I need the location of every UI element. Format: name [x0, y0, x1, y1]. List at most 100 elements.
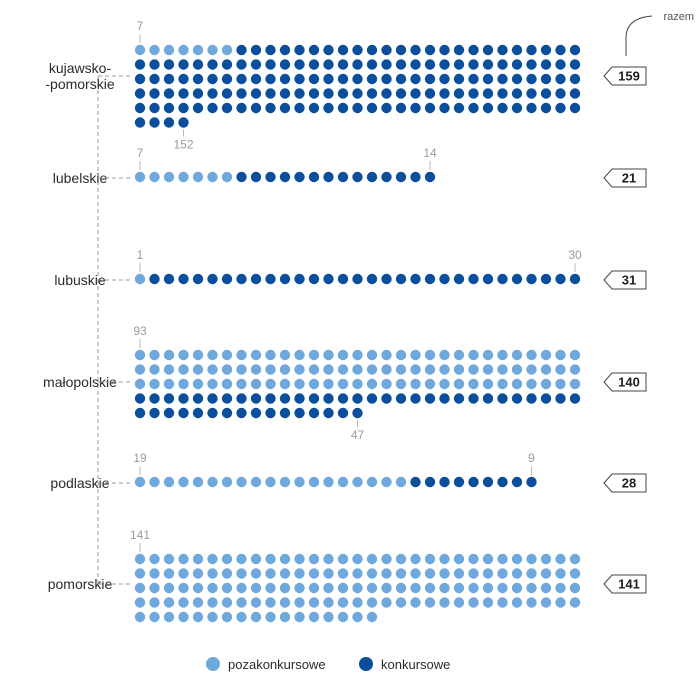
- dot-konkursowe: [279, 102, 291, 114]
- dot-pozakonkursowe: [439, 568, 450, 579]
- dot-konkursowe: [337, 102, 349, 114]
- dot-pozakonkursowe: [352, 582, 363, 594]
- dot-pozakonkursowe: [149, 44, 160, 56]
- dot-konkursowe: [265, 102, 276, 114]
- dot-konkursowe: [294, 88, 305, 99]
- total-value: 21: [622, 171, 636, 186]
- dot-konkursowe: [540, 44, 552, 56]
- dot-pozakonkursowe: [149, 553, 160, 565]
- dot-pozakonkursowe: [178, 171, 189, 183]
- dot-pozakonkursowe: [337, 568, 349, 579]
- dot-konkursowe: [265, 171, 276, 183]
- dot-konkursowe: [511, 73, 523, 85]
- dot-pozakonkursowe: [250, 568, 262, 579]
- dot-pozakonkursowe: [482, 597, 494, 608]
- dot-konkursowe: [308, 273, 320, 285]
- dot-pozakonkursowe: [294, 568, 305, 579]
- dot-pozakonkursowe: [468, 364, 479, 375]
- dot-konkursowe: [352, 44, 363, 56]
- dot-pozakonkursowe: [265, 582, 276, 594]
- dot-pozakonkursowe: [134, 476, 146, 488]
- dot-konkursowe: [163, 88, 175, 99]
- dot-konkursowe: [221, 273, 233, 285]
- dot-pozakonkursowe: [526, 597, 537, 608]
- dot-pozakonkursowe: [337, 476, 349, 488]
- dot-pozakonkursowe: [352, 349, 363, 361]
- dot-konkursowe: [410, 44, 421, 56]
- dot-pozakonkursowe: [134, 349, 146, 361]
- dot-konkursowe: [149, 102, 160, 114]
- dot-pozakonkursowe: [294, 553, 305, 565]
- dot-pozakonkursowe: [149, 364, 160, 375]
- dot-pozakonkursowe: [134, 553, 146, 565]
- dot-pozakonkursowe: [540, 378, 552, 390]
- count-label-last: 14: [423, 146, 437, 160]
- dot-pozakonkursowe: [308, 364, 320, 375]
- dot-pozakonkursowe: [294, 364, 305, 375]
- dot-pozakonkursowe: [366, 568, 378, 579]
- dot-pozakonkursowe: [265, 378, 276, 390]
- dot-konkursowe: [511, 476, 523, 488]
- dot-pozakonkursowe: [439, 349, 450, 361]
- dot-konkursowe: [221, 102, 233, 114]
- dot-konkursowe: [265, 44, 276, 56]
- dot-pozakonkursowe: [221, 553, 233, 565]
- dot-pozakonkursowe: [526, 553, 537, 565]
- dot-pozakonkursowe: [207, 611, 218, 623]
- region-label: podlaskie: [50, 475, 109, 491]
- dot-pozakonkursowe: [178, 597, 189, 608]
- dot-konkursowe: [395, 171, 407, 183]
- count-label-first: 93: [133, 324, 147, 338]
- dot-pozakonkursowe: [279, 611, 291, 623]
- dot-konkursowe: [250, 273, 262, 285]
- dot-konkursowe: [511, 273, 523, 285]
- dot-konkursowe: [221, 407, 233, 419]
- dot-pozakonkursowe: [439, 378, 450, 390]
- dot-konkursowe: [149, 73, 160, 85]
- dot-pozakonkursowe: [207, 171, 218, 183]
- dot-konkursowe: [294, 59, 305, 70]
- dot-konkursowe: [569, 44, 581, 56]
- dot-konkursowe: [482, 59, 494, 70]
- dot-konkursowe: [134, 73, 146, 85]
- dot-pozakonkursowe: [149, 597, 160, 608]
- dot-konkursowe: [395, 88, 407, 99]
- dot-konkursowe: [453, 44, 465, 56]
- dot-pozakonkursowe: [294, 349, 305, 361]
- dot-pozakonkursowe: [163, 378, 175, 390]
- region-label: lubelskie: [53, 170, 108, 186]
- dot-pozakonkursowe: [294, 476, 305, 488]
- dot-pozakonkursowe: [134, 44, 146, 56]
- dot-konkursowe: [482, 273, 494, 285]
- dot-pozakonkursowe: [265, 349, 276, 361]
- dot-konkursowe: [410, 273, 421, 285]
- dot-pozakonkursowe: [569, 582, 581, 594]
- count-label-last: 9: [528, 451, 535, 465]
- dot-pozakonkursowe: [497, 553, 508, 565]
- dot-konkursowe: [410, 73, 421, 85]
- dot-konkursowe: [352, 73, 363, 85]
- dot-pozakonkursowe: [337, 378, 349, 390]
- dot-pozakonkursowe: [207, 582, 218, 594]
- dot-pozakonkursowe: [497, 597, 508, 608]
- dot-konkursowe: [439, 44, 450, 56]
- dot-pozakonkursowe: [424, 597, 436, 608]
- dot-konkursowe: [424, 88, 436, 99]
- dot-pozakonkursowe: [221, 44, 233, 56]
- dot-pozakonkursowe: [250, 597, 262, 608]
- dot-konkursowe: [511, 102, 523, 114]
- dot-konkursowe: [163, 407, 175, 419]
- dot-pozakonkursowe: [511, 378, 523, 390]
- dot-pozakonkursowe: [410, 597, 421, 608]
- dot-konkursowe: [395, 73, 407, 85]
- dot-pozakonkursowe: [308, 568, 320, 579]
- dot-pozakonkursowe: [555, 378, 566, 390]
- dot-pozakonkursowe: [555, 349, 566, 361]
- dot-konkursowe: [497, 73, 508, 85]
- dot-konkursowe: [468, 59, 479, 70]
- total-value: 141: [618, 577, 640, 592]
- dot-konkursowe: [163, 117, 175, 128]
- dot-konkursowe: [439, 273, 450, 285]
- region-group-1: lubelskie 7 14 21: [53, 146, 647, 188]
- dot-konkursowe: [410, 102, 421, 114]
